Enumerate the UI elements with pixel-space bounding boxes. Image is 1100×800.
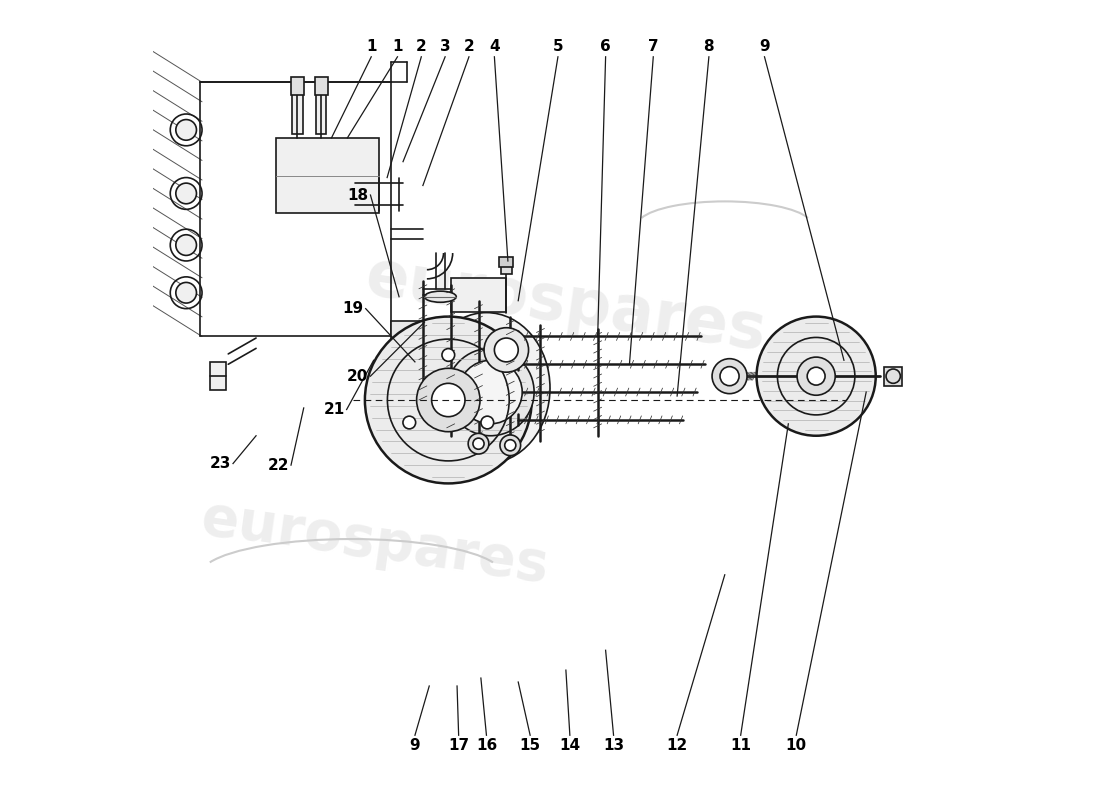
Text: 9: 9 (759, 39, 770, 54)
FancyBboxPatch shape (315, 78, 328, 95)
Circle shape (403, 416, 416, 429)
Circle shape (469, 434, 488, 454)
Text: 7: 7 (648, 39, 659, 54)
FancyBboxPatch shape (293, 94, 303, 134)
Circle shape (417, 368, 480, 432)
Ellipse shape (422, 313, 550, 463)
Text: 5: 5 (552, 39, 563, 54)
Text: 10: 10 (785, 738, 806, 753)
Circle shape (757, 317, 876, 436)
Ellipse shape (425, 291, 456, 302)
Text: 1: 1 (366, 39, 376, 54)
Text: 21: 21 (323, 402, 344, 417)
Circle shape (459, 360, 522, 424)
Circle shape (442, 349, 454, 362)
Text: 4: 4 (490, 39, 499, 54)
Circle shape (473, 438, 484, 450)
Text: 6: 6 (601, 39, 610, 54)
FancyBboxPatch shape (451, 278, 506, 312)
Text: 9: 9 (409, 738, 420, 753)
FancyBboxPatch shape (316, 94, 327, 134)
FancyBboxPatch shape (884, 366, 902, 386)
Circle shape (798, 357, 835, 395)
Text: 12: 12 (667, 738, 688, 753)
Circle shape (499, 435, 520, 456)
Text: 22: 22 (267, 458, 289, 473)
Circle shape (176, 234, 197, 255)
Text: 17: 17 (448, 738, 470, 753)
Text: 15: 15 (519, 738, 541, 753)
Text: 1: 1 (393, 39, 403, 54)
Text: 3: 3 (440, 39, 450, 54)
Text: 23: 23 (210, 456, 231, 471)
Circle shape (494, 338, 518, 362)
Polygon shape (392, 321, 442, 444)
Text: 11: 11 (730, 738, 751, 753)
Circle shape (176, 183, 197, 204)
Text: 14: 14 (559, 738, 581, 753)
FancyBboxPatch shape (292, 78, 304, 95)
Text: 16: 16 (476, 738, 497, 753)
Circle shape (481, 416, 494, 429)
FancyBboxPatch shape (500, 264, 512, 274)
Circle shape (431, 383, 465, 417)
Text: 18: 18 (348, 187, 369, 202)
Circle shape (484, 328, 529, 372)
Circle shape (176, 119, 197, 140)
Circle shape (720, 366, 739, 386)
Text: eurospares: eurospares (198, 492, 552, 594)
Text: 2: 2 (416, 39, 427, 54)
Text: 19: 19 (342, 301, 363, 316)
Text: 13: 13 (603, 738, 624, 753)
Text: 20: 20 (348, 369, 369, 384)
Circle shape (365, 317, 531, 483)
FancyBboxPatch shape (499, 257, 514, 266)
Circle shape (447, 348, 535, 436)
Circle shape (807, 367, 825, 385)
Circle shape (505, 440, 516, 451)
FancyBboxPatch shape (276, 138, 380, 214)
Circle shape (176, 282, 197, 303)
Text: 2: 2 (463, 39, 474, 54)
Circle shape (712, 358, 747, 394)
Text: 8: 8 (704, 39, 714, 54)
Text: eurospares: eurospares (362, 246, 770, 363)
FancyBboxPatch shape (210, 362, 225, 390)
